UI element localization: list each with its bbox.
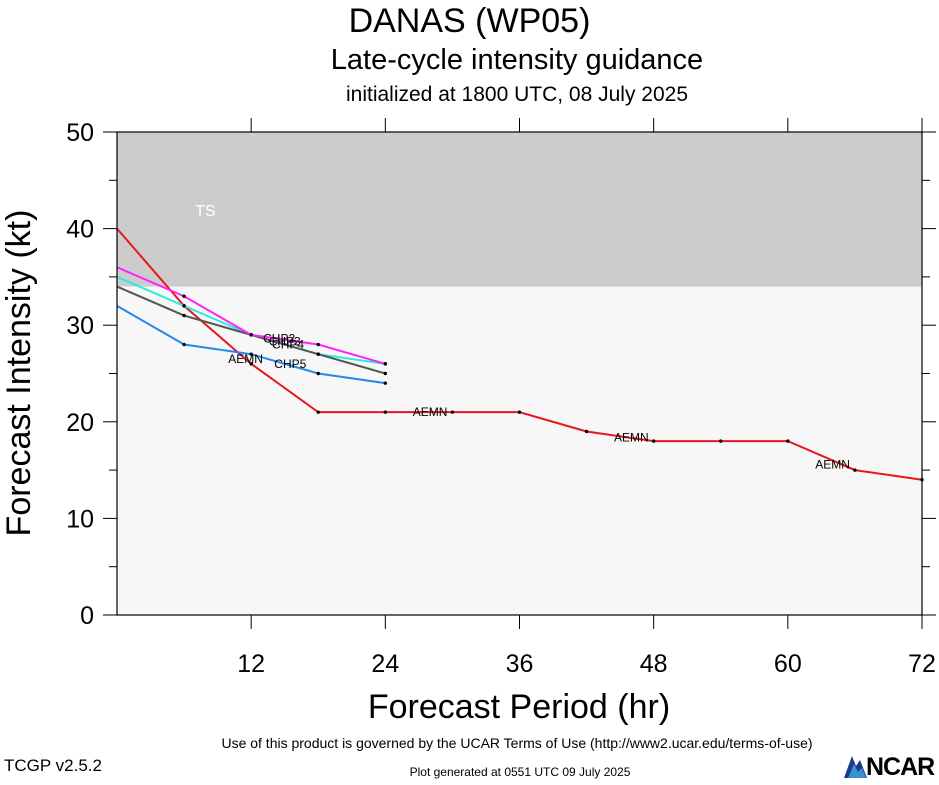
line-label-aemn: AEMN: [228, 352, 263, 366]
y-tick-label: 0: [80, 602, 94, 630]
y-axis-label: Forecast Intensity (kt): [0, 210, 38, 537]
series-point-aemn: [316, 410, 320, 414]
series-point-aemn: [853, 468, 857, 472]
x-tick-label: 60: [774, 650, 802, 678]
series-point-aemn: [383, 410, 388, 414]
series-point-chp2: [249, 333, 253, 337]
y-tick-label: 30: [66, 312, 94, 340]
series-point-aemn: [786, 439, 790, 443]
y-tick-label: 40: [66, 216, 94, 244]
series-point-chp5: [249, 352, 253, 356]
series-point-chp4: [383, 371, 388, 376]
series-point-aemn: [651, 439, 656, 443]
series-point-chp2: [383, 362, 388, 366]
line-label-chp5: CHP5: [274, 357, 306, 371]
y-tick-label: 50: [66, 119, 94, 147]
x-tick-label: 72: [908, 650, 936, 678]
y-tick-label: 10: [66, 505, 94, 533]
series-point-aemn: [517, 410, 522, 414]
terms-of-use: Use of this product is governed by the U…: [221, 735, 813, 751]
series-point-chp5: [383, 381, 388, 385]
tick-labels: 0 10 20 30 40 50 12 24 36 48 60 72: [66, 119, 936, 678]
x-tick-label: 12: [237, 650, 265, 678]
series-point-chp3: [182, 304, 186, 308]
series-point-aemn: [450, 410, 455, 414]
band-ts: [117, 132, 922, 287]
y-tick-label: 20: [66, 409, 94, 437]
plot-border: [116, 131, 923, 616]
line-label-aemn: AEMN: [614, 430, 649, 444]
line-label-chp2: CHP2: [263, 332, 295, 346]
line-label-aemn: AEMN: [413, 405, 448, 419]
series-point-chp5: [316, 371, 320, 376]
line-label-chp4: CHP4: [272, 338, 304, 352]
x-tick-label: 24: [371, 650, 399, 678]
series-lines: [116, 227, 924, 482]
line-label-chp3: CHP3: [269, 335, 301, 349]
ncar-logo-text: NCAR: [866, 753, 935, 781]
intensity-bands: TS: [117, 132, 922, 287]
initialization-time: initialized at 1800 UTC, 08 July 2025: [345, 83, 689, 106]
series-point-aemn: [719, 439, 723, 443]
x-axis-label: Forecast Period (hr): [368, 688, 670, 726]
plot-frame: [116, 131, 923, 616]
series-point-chp5: [182, 342, 186, 347]
software-version: TCGP v2.5.2: [4, 756, 102, 775]
ncar-logo: NCAR: [842, 752, 939, 781]
axis-ticks: [103, 118, 936, 629]
band-label-ts: TS: [195, 203, 215, 220]
series-point-chp2: [182, 294, 186, 298]
series-point-chp4: [316, 352, 320, 356]
chart-title: DANAS (WP05): [348, 2, 591, 40]
series-point-chp2: [316, 342, 320, 347]
generated-time: Plot generated at 0551 UTC 09 July 2025: [409, 765, 631, 779]
series-point-aemn: [249, 362, 253, 366]
line-label-aemn: AEMN: [815, 457, 850, 471]
series-point-chp4: [182, 313, 186, 318]
ncar-logo-icon: [844, 756, 867, 778]
x-tick-label: 48: [640, 650, 668, 678]
chart-subtitle: Late-cycle intensity guidance: [330, 44, 704, 76]
series-point-aemn: [584, 429, 589, 434]
x-tick-label: 36: [506, 650, 534, 678]
